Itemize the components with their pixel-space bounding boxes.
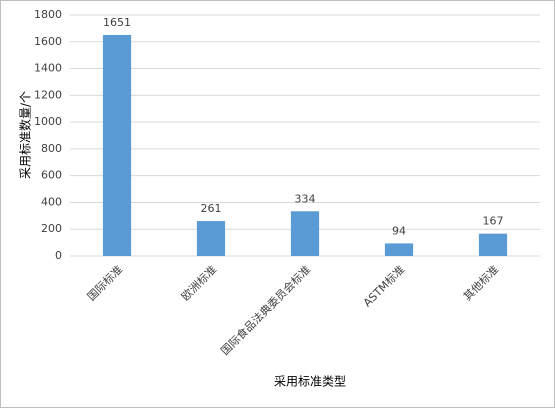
- bar: [478, 233, 508, 256]
- bar: [196, 221, 226, 256]
- y-tick-label: 1000: [34, 115, 62, 128]
- y-tick-label: 1400: [34, 62, 62, 75]
- y-tick-label: 600: [41, 169, 62, 182]
- bar: [384, 243, 414, 256]
- x-axis-title: 采用标准类型: [274, 375, 346, 389]
- y-axis-title: 采用标准数量/个: [18, 91, 33, 179]
- bar: [102, 34, 132, 256]
- y-tick-label: 1800: [34, 8, 62, 21]
- y-tick-label: 1600: [34, 35, 62, 48]
- data-label: 1651: [103, 16, 131, 29]
- y-tick-label: 800: [41, 142, 62, 155]
- data-label: 94: [392, 224, 406, 237]
- data-label: 167: [483, 215, 504, 228]
- data-label: 334: [295, 192, 316, 205]
- bar: [290, 211, 320, 256]
- y-tick-label: 1200: [34, 88, 62, 101]
- y-tick-label: 0: [55, 249, 62, 262]
- y-tick-label: 400: [41, 195, 62, 208]
- data-label: 261: [201, 202, 222, 215]
- y-tick-label: 200: [41, 222, 62, 235]
